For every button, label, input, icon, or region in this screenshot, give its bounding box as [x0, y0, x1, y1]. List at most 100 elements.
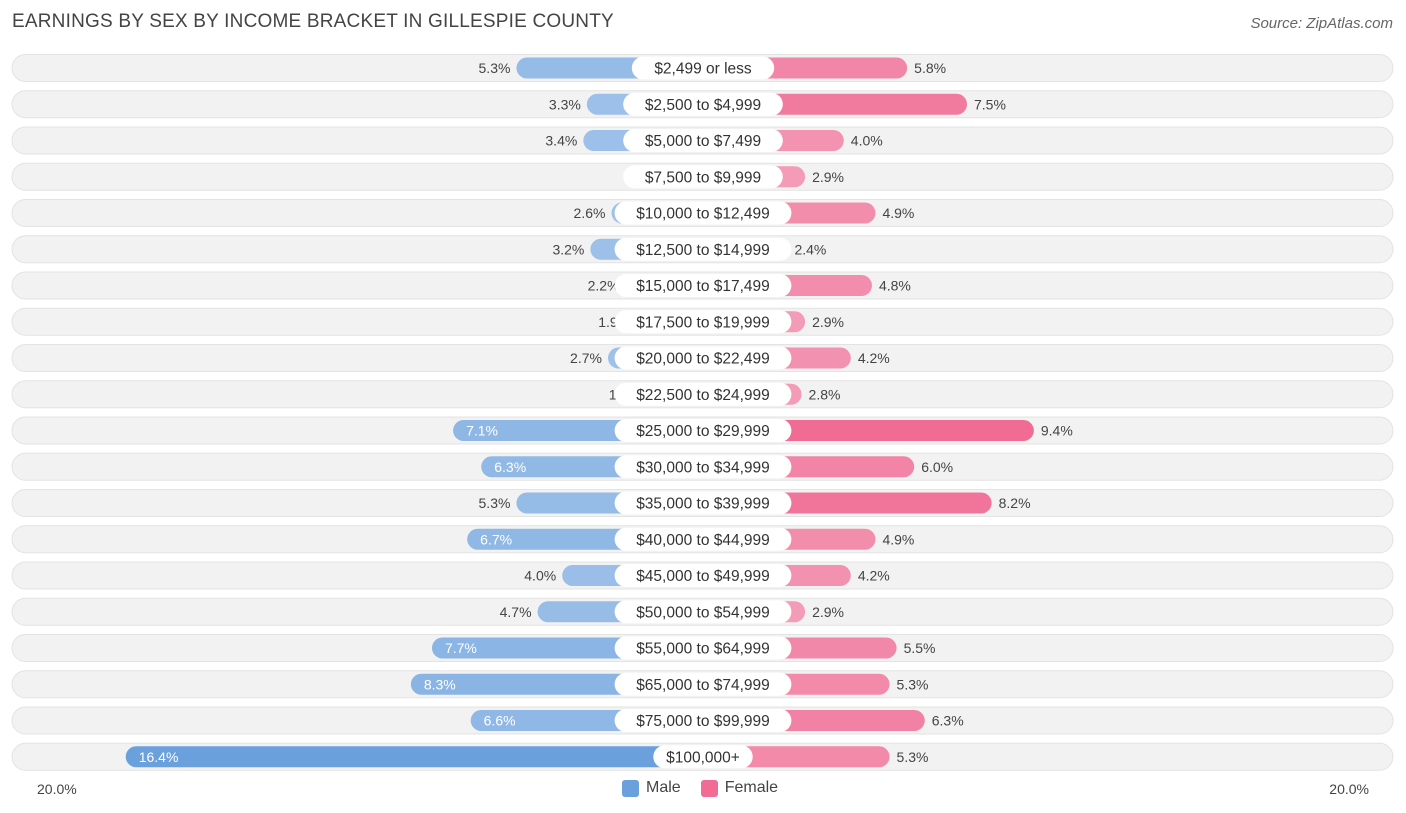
category-label: $2,500 to $4,999 — [645, 97, 761, 114]
row-14: 4.0% 4.2% $45,000 to $49,999 — [11, 561, 1394, 590]
value-label-female: 2.4% — [794, 241, 826, 257]
category-label: $12,500 to $14,999 — [636, 242, 770, 259]
category-label: $100,000+ — [666, 749, 740, 766]
value-label-female: 4.2% — [858, 350, 890, 366]
category-label: $55,000 to $64,999 — [636, 641, 770, 658]
value-label-male: 16.4% — [139, 749, 179, 765]
value-label-male: 3.2% — [552, 241, 584, 257]
category-pill — [614, 491, 792, 515]
value-label-female: 5.3% — [897, 676, 929, 692]
row-3: 0.84%2.9%$7,500 to $9,999 — [11, 162, 1394, 191]
value-label-male: 7.7% — [445, 640, 477, 656]
row-5: 3.2% 2.4% $12,500 to $14,999 — [11, 235, 1394, 264]
category-label: $17,500 to $19,999 — [636, 314, 770, 331]
value-label-female: 2.9% — [812, 169, 844, 185]
value-label-female: 5.5% — [904, 640, 936, 656]
value-label-male: 3.4% — [545, 133, 577, 149]
value-label-male: 6.7% — [480, 531, 512, 547]
axis-left-label: 20.0% — [37, 781, 77, 797]
category-pill — [614, 564, 792, 587]
category-pill — [631, 56, 775, 80]
legend-item-male[interactable]: Male — [622, 779, 681, 797]
legend-swatch-female — [700, 779, 718, 797]
category-label: $35,000 to $39,999 — [636, 496, 770, 513]
category-pill — [614, 636, 792, 660]
value-label-male: 6.3% — [494, 459, 526, 475]
row-15: 4.7% 2.9% $50,000 to $54,999 — [11, 597, 1394, 626]
value-label-male: 4.7% — [500, 604, 532, 620]
category-pill — [614, 237, 792, 261]
category-pill — [623, 129, 783, 152]
category-label: $40,000 to $44,999 — [636, 532, 770, 549]
value-label-female: 4.2% — [858, 568, 890, 584]
row-4: 2.6% 4.9% $10,000 to $12,499 — [11, 199, 1394, 227]
axis-right-label: 20.0% — [1329, 781, 1369, 797]
category-pill — [614, 274, 792, 297]
value-label-male: 5.3% — [479, 495, 511, 511]
value-label-male: 7.1% — [466, 423, 498, 439]
row-1: 3.3% 7.5% $2,500 to $4,999 — [11, 90, 1394, 119]
category-pill — [614, 419, 792, 442]
category-pill — [614, 346, 792, 370]
value-label-female: 2.8% — [809, 386, 841, 402]
value-label-female: 7.5% — [974, 96, 1006, 112]
category-label: $10,000 to $12,499 — [636, 206, 770, 223]
row-17: 8.3% 5.3% $65,000 to $74,999 — [11, 670, 1394, 699]
bar-male[interactable] — [125, 746, 704, 768]
category-pill — [614, 672, 792, 696]
category-pill — [653, 745, 753, 769]
value-label-female: 6.0% — [921, 459, 953, 475]
row-7: 1.9% 2.9%$17,500 to $19,999 — [11, 307, 1394, 336]
category-label: $50,000 to $54,999 — [636, 604, 770, 621]
value-label-female: 4.8% — [879, 278, 911, 294]
row-2: 3.4% 4.0% $5,000 to $7,499 — [11, 126, 1394, 155]
row-19: 16.4% 5.3% $100,000+ — [11, 742, 1394, 771]
value-label-male: 2.2% — [588, 278, 620, 294]
category-label: $15,000 to $17,499 — [636, 278, 770, 295]
category-pill — [614, 382, 792, 406]
value-label-male: 2.7% — [570, 350, 602, 366]
legend-label-male: Male — [646, 779, 681, 796]
row-18: 6.6% 6.3% $75,000 to $99,999 — [11, 706, 1394, 735]
value-label-male: 6.6% — [484, 713, 516, 729]
category-label: $5,000 to $7,499 — [645, 133, 761, 150]
value-label-female: 4.9% — [882, 205, 914, 221]
value-label-male: 5.3% — [479, 60, 511, 76]
category-label: $22,500 to $24,999 — [636, 387, 770, 404]
value-label-female: 4.0% — [851, 133, 883, 149]
category-pill — [623, 165, 783, 189]
category-label: $2,499 or less — [654, 61, 752, 78]
value-label-female: 4.9% — [882, 531, 914, 547]
value-label-female: 5.3% — [897, 749, 929, 765]
row-6: 2.2% 4.8% $15,000 to $17,499 — [11, 271, 1394, 300]
row-9: 1.6%2.8%$22,500 to $24,999 — [11, 380, 1394, 409]
category-pill — [614, 600, 792, 624]
category-pill — [614, 201, 792, 225]
category-label: $25,000 to $29,999 — [636, 423, 770, 440]
category-pill — [623, 92, 783, 116]
category-pill — [614, 310, 792, 334]
value-label-female: 2.9% — [812, 314, 844, 330]
chart-title: EARNINGS BY SEX BY INCOME BRACKET IN GIL… — [12, 11, 614, 32]
row-13: 6.7% 4.9% $40,000 to $44,999 — [11, 525, 1394, 554]
value-label-female: 9.4% — [1041, 423, 1073, 439]
value-label-female: 2.9% — [812, 604, 844, 620]
row-16: 7.7% 5.5% $55,000 to $64,999 — [11, 634, 1394, 662]
value-label-male: 3.3% — [549, 96, 581, 112]
legend-label-female: Female — [724, 779, 779, 796]
category-label: $65,000 to $74,999 — [636, 677, 770, 694]
row-0: 5.3% 5.8% $2,499 or less — [11, 54, 1394, 82]
legend-item-female[interactable]: Female — [700, 779, 779, 797]
row-11: 6.3% 6.0% $30,000 to $34,999 — [11, 452, 1394, 481]
category-label: $45,000 to $49,999 — [636, 568, 770, 585]
row-10: 7.1% 9.4% $25,000 to $29,999 — [11, 416, 1394, 445]
category-label: $75,000 to $99,999 — [636, 713, 770, 730]
category-pill — [614, 455, 792, 479]
value-label-female: 8.2% — [999, 495, 1031, 511]
chart-source: Source: ZipAtlas.com — [1250, 15, 1393, 32]
legend-swatch-male — [622, 779, 639, 797]
category-label: $30,000 to $34,999 — [636, 459, 770, 476]
row-12: 5.3% 8.2% $35,000 to $39,999 — [11, 489, 1394, 517]
value-label-male: 4.0% — [524, 568, 556, 584]
row-8: 2.7% 4.2% $20,000 to $22,499 — [11, 344, 1394, 372]
